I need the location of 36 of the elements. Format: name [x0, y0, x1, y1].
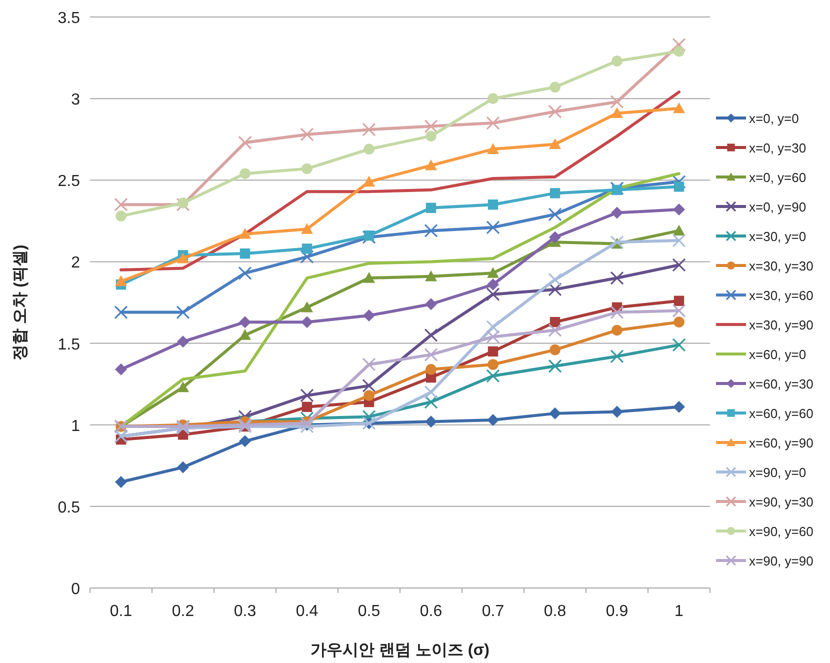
- legend-label: x=60, y=0: [749, 347, 806, 362]
- legend-label: x=30, y=0: [749, 229, 806, 244]
- y-tick-label: 2.5: [58, 173, 80, 190]
- legend-label: x=30, y=30: [749, 258, 814, 274]
- legend-label: x=60, y=30: [749, 376, 814, 392]
- legend-label: x=90, y=60: [749, 524, 814, 539]
- y-tick-label: 3.5: [58, 10, 80, 27]
- x-tick-label: 0.8: [544, 603, 566, 620]
- legend-label: x=90, y=30: [749, 494, 814, 510]
- legend-label: x=90, y=0: [749, 465, 806, 480]
- legend-label: x=0, y=90: [749, 200, 806, 214]
- legend-label: x=60, y=60: [749, 406, 814, 421]
- x-tick-label: 0.4: [296, 603, 318, 620]
- x-axis-title: 가우시안 랜덤 노이즈 (σ): [310, 642, 490, 659]
- x-tick-label: 1: [674, 603, 684, 620]
- legend-label: x=0, y=60: [749, 170, 806, 185]
- legend-label: x=60, y=90: [749, 436, 814, 450]
- x-tick-label: 0.1: [110, 603, 132, 620]
- legend-label: x=0, y=0: [749, 111, 799, 126]
- legend-label: x=0, y=30: [749, 140, 806, 156]
- y-tick-label: 0: [71, 581, 80, 598]
- y-tick-label: 2: [71, 254, 80, 272]
- x-tick-label: 0.6: [420, 603, 442, 620]
- x-tick-label: 0.2: [172, 603, 194, 620]
- x-tick-label: 0.3: [234, 603, 256, 620]
- x-tick-label: 0.5: [358, 603, 380, 620]
- x-tick-label: 0.9: [606, 603, 628, 620]
- legend-label: x=30, y=90: [749, 318, 814, 332]
- y-axis-title: 정합 오차 (픽셀): [12, 244, 29, 360]
- legend-label: x=30, y=60: [749, 288, 814, 303]
- y-tick-label: 1.5: [58, 336, 80, 354]
- y-tick-label: 3: [71, 92, 80, 109]
- x-tick-label: 0.7: [482, 603, 504, 620]
- y-tick-label: 0.5: [58, 499, 80, 516]
- legend-label: x=90, y=90: [749, 554, 814, 568]
- y-tick-label: 1: [71, 418, 80, 435]
